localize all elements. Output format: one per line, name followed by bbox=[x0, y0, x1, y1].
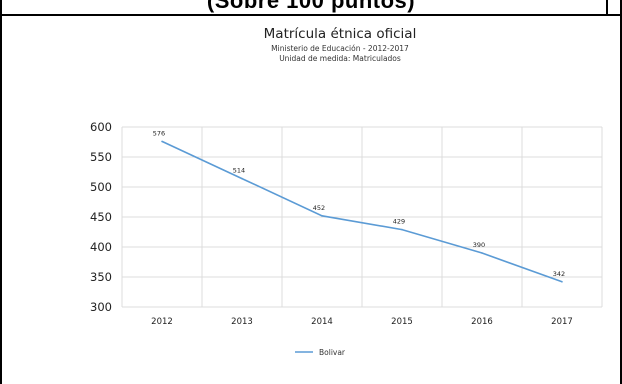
data-point bbox=[561, 281, 563, 283]
header-cell-border bbox=[606, 0, 608, 16]
y-tick-label: 600 bbox=[90, 120, 112, 134]
x-tick-label: 2013 bbox=[231, 317, 253, 327]
data-label: 452 bbox=[313, 204, 325, 212]
left-border bbox=[0, 0, 2, 384]
right-border bbox=[620, 0, 622, 384]
data-label: 342 bbox=[553, 270, 565, 278]
y-tick-label: 500 bbox=[90, 180, 112, 194]
legend-label: Bolivar bbox=[319, 348, 346, 357]
x-tick-label: 2016 bbox=[471, 317, 493, 327]
data-label: 514 bbox=[233, 167, 245, 175]
chart-title: Matrícula étnica oficial bbox=[263, 26, 417, 42]
y-tick-label: 450 bbox=[90, 210, 112, 224]
y-tick-label: 550 bbox=[90, 150, 112, 164]
x-tick-label: 2017 bbox=[551, 317, 573, 327]
data-point bbox=[321, 215, 323, 217]
heading-clip: (Sobre 100 puntos) bbox=[0, 0, 622, 14]
series-line bbox=[161, 140, 563, 283]
y-tick-label: 350 bbox=[90, 270, 112, 284]
data-point bbox=[401, 228, 403, 231]
data-point bbox=[241, 177, 243, 180]
x-tick-label: 2015 bbox=[391, 317, 413, 327]
y-tick-label: 400 bbox=[90, 240, 112, 254]
data-label: 429 bbox=[393, 218, 405, 226]
chart-subtitle-2: Unidad de medida: Matriculados bbox=[279, 54, 401, 63]
data-label: 576 bbox=[153, 129, 165, 137]
data-point bbox=[161, 140, 163, 143]
clipped-heading: (Sobre 100 puntos) bbox=[206, 0, 416, 13]
x-tick-label: 2012 bbox=[151, 317, 173, 327]
y-tick-label: 300 bbox=[90, 300, 112, 314]
chart-subtitle-1: Ministerio de Educación - 2012-2017 bbox=[271, 44, 409, 53]
data-label: 390 bbox=[473, 241, 485, 249]
top-rule bbox=[0, 14, 622, 16]
x-tick-label: 2014 bbox=[311, 317, 333, 327]
data-point bbox=[481, 252, 483, 254]
